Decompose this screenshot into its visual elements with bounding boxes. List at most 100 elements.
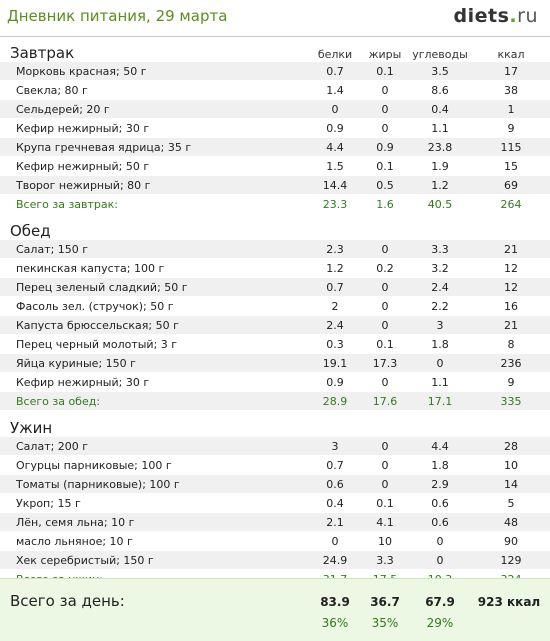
cell-carbs: 2.2: [431, 300, 449, 313]
cell-kcal: 17: [504, 65, 518, 78]
cell-fat: 0.1: [376, 497, 394, 510]
food-row: Морковь красная; 50 г 0.7 0.1 3.5 17: [0, 62, 550, 81]
food-name: масло льняное; 10 г: [16, 535, 133, 548]
cell-kcal: 12: [504, 262, 518, 275]
cell-protein: 2.4: [326, 319, 344, 332]
meal-title: Обед: [10, 222, 51, 240]
food-row: Лён, семя льна; 10 г 2.1 4.1 0.6 48: [0, 513, 550, 532]
cell-carbs: 0.4: [431, 103, 449, 116]
cell-kcal: 14: [504, 478, 518, 491]
cell-fat: 0: [381, 103, 389, 116]
cell-protein: 4.4: [326, 141, 344, 154]
meal-total-label: Всего за завтрак:: [16, 198, 119, 211]
cell-carbs: 1.9: [431, 160, 449, 173]
food-row: Томаты (парниковые); 100 г 0.6 0 2.9 14: [0, 475, 550, 494]
day-total-panel: Всего за день: 83.9 36.7 67.9 923 ккал 3…: [0, 578, 550, 641]
cell-protein: 0: [331, 103, 339, 116]
diary-table: Завтрак белки жиры углеводы ккал Морковь крас…: [0, 42, 550, 595]
cell-carbs: 3.2: [431, 262, 449, 275]
cell-carbs: 4.4: [431, 440, 449, 453]
food-name: Перец зеленый сладкий; 50 г: [16, 281, 188, 294]
food-name: Хек серебристый; 150 г: [16, 554, 154, 567]
cell-kcal: 28: [504, 440, 518, 453]
day-protein-percent: 36%: [321, 616, 349, 630]
cell-carbs: 0: [436, 357, 444, 370]
cell-protein: 1.5: [326, 160, 344, 173]
food-row: Фасоль зел. (стручок); 50 г 2 0 2.2 16: [0, 297, 550, 316]
cell-kcal: 1: [507, 103, 515, 116]
cell-protein: 0.7: [326, 459, 344, 472]
food-name: Салат; 150 г: [16, 243, 89, 256]
cell-kcal: 10: [504, 459, 518, 472]
food-row: Салат; 200 г 3 0 4.4 28: [0, 437, 550, 456]
cell-kcal: 115: [500, 141, 522, 154]
food-name: Томаты (парниковые); 100 г: [16, 478, 180, 491]
food-row: Укроп; 15 г 0.4 0.1 0.6 5: [0, 494, 550, 513]
meal-total-row: Всего за обед: 28.9 17.6 17.1 335: [0, 392, 550, 411]
meal-title: Завтрак: [10, 44, 75, 62]
cell-fat: 4.1: [376, 516, 394, 529]
column-header-kcal: ккал: [497, 48, 525, 61]
cell-kcal: 69: [504, 179, 518, 192]
cell-carbs: 8.6: [431, 84, 449, 97]
cell-fat: 0: [381, 319, 389, 332]
column-header-protein: белки: [317, 48, 353, 61]
cell-carbs: 2.4: [431, 281, 449, 294]
section-header: Завтрак белки жиры углеводы ккал: [0, 42, 550, 62]
page-header: Дневник питания, 29 марта diets.ru: [0, 0, 550, 37]
cell-kcal: 335: [500, 395, 522, 408]
cell-kcal: 236: [500, 357, 522, 370]
cell-protein: 1.2: [326, 262, 344, 275]
cell-fat: 0: [381, 281, 389, 294]
food-row: Перец черный молотый; 3 г 0.3 0.1 1.8 8: [0, 335, 550, 354]
page-title: Дневник питания, 29 марта: [7, 7, 228, 25]
food-name: Кефир нежирный; 30 г: [16, 122, 150, 135]
food-name: пекинская капуста; 100 г: [16, 262, 165, 275]
food-name: Салат; 200 г: [16, 440, 89, 453]
food-row: Капуста брюссельская; 50 г 2.4 0 3 21: [0, 316, 550, 335]
cell-protein: 24.9: [322, 554, 348, 567]
logo-main: diets: [453, 5, 510, 27]
cell-fat: 0: [381, 243, 389, 256]
cell-kcal: 8: [507, 338, 515, 351]
cell-carbs: 23.8: [427, 141, 453, 154]
food-row: Творог нежирный; 80 г 14.4 0.5 1.2 69: [0, 176, 550, 195]
section-header: Ужин: [0, 417, 550, 437]
cell-kcal: 264: [500, 198, 522, 211]
cell-carbs: 17.1: [427, 395, 453, 408]
column-header-fat: жиры: [368, 48, 402, 61]
cell-carbs: 1.8: [431, 459, 449, 472]
cell-protein: 0.7: [326, 281, 344, 294]
food-name: Лён, семя льна; 10 г: [16, 516, 135, 529]
cell-kcal: 21: [504, 243, 518, 256]
food-name: Перец черный молотый; 3 г: [16, 338, 178, 351]
cell-kcal: 48: [504, 516, 518, 529]
cell-carbs: 1.8: [431, 338, 449, 351]
food-name: Укроп; 15 г: [16, 497, 81, 510]
section-header: Обед: [0, 220, 550, 240]
cell-kcal: 15: [504, 160, 518, 173]
cell-protein: 0.9: [326, 122, 344, 135]
site-logo[interactable]: diets.ru: [454, 5, 538, 27]
cell-kcal: 9: [507, 122, 515, 135]
cell-fat: 0.2: [376, 262, 394, 275]
food-name: Кефир нежирный; 50 г: [16, 160, 150, 173]
cell-protein: 14.4: [322, 179, 348, 192]
cell-carbs: 3.5: [431, 65, 449, 78]
cell-protein: 28.9: [322, 395, 348, 408]
cell-fat: 0: [381, 459, 389, 472]
cell-protein: 2.1: [326, 516, 344, 529]
cell-protein: 0.3: [326, 338, 344, 351]
cell-kcal: 12: [504, 281, 518, 294]
day-kcal: 923 ккал: [477, 595, 541, 609]
cell-carbs: 3.3: [431, 243, 449, 256]
day-fat-percent: 35%: [371, 616, 399, 630]
column-header-carbs: углеводы: [412, 48, 468, 61]
cell-fat: 0: [381, 84, 389, 97]
cell-fat: 0.5: [376, 179, 394, 192]
cell-protein: 0.7: [326, 65, 344, 78]
cell-protein: 0.4: [326, 497, 344, 510]
food-row: Огурцы парниковые; 100 г 0.7 0 1.8 10: [0, 456, 550, 475]
cell-kcal: 21: [504, 319, 518, 332]
